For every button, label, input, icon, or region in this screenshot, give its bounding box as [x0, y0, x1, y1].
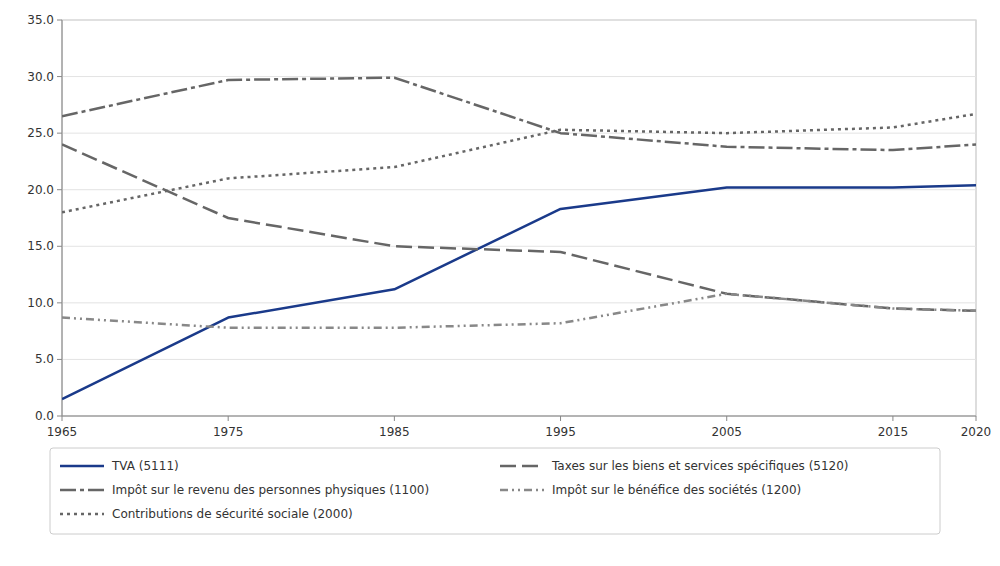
tick-label: 1965: [47, 425, 78, 439]
tick-label: 5.0: [35, 352, 54, 366]
grid-line: [62, 76, 976, 77]
tick-mark: [57, 302, 62, 303]
series-line: [62, 114, 976, 212]
tick-mark: [57, 359, 62, 360]
grid-line: [62, 189, 976, 190]
tick-label: 2020: [961, 425, 992, 439]
grid-line: [62, 20, 976, 21]
series-line: [62, 294, 976, 328]
tick-mark: [394, 416, 395, 421]
tick-label: 1975: [213, 425, 244, 439]
x-axis: [62, 416, 976, 417]
legend-swatch: [60, 513, 104, 516]
grid-line: [62, 246, 976, 247]
legend-box: [50, 448, 940, 534]
grid-line: [62, 359, 976, 360]
series-group: [62, 78, 976, 399]
grid-line: [62, 416, 976, 417]
tick-mark: [57, 76, 62, 77]
legend-label: Contributions de sécurité sociale (2000): [112, 507, 353, 521]
tick-mark: [57, 133, 62, 134]
series-line: [62, 185, 976, 399]
tick-label: 0.0: [35, 409, 54, 423]
tick-label: 15.0: [27, 239, 54, 253]
tick-mark: [560, 416, 561, 421]
tick-label: 10.0: [27, 296, 54, 310]
tick-mark: [57, 246, 62, 247]
legend-swatch: [500, 489, 544, 492]
legend-swatch: [500, 465, 544, 468]
tick-label: 2015: [878, 425, 909, 439]
tick-mark: [57, 20, 62, 21]
chart: 0.0 5.0 10.0 15.0 20.0 25.0 30.0 35.0 1965 1975 19…: [0, 0, 1000, 566]
tick-label: 1985: [379, 425, 410, 439]
legend: TVA (5111) Taxes sur les biens et service…: [50, 448, 940, 534]
tick-mark: [57, 416, 62, 417]
tick-label: 2005: [711, 425, 742, 439]
tick-mark: [62, 416, 63, 421]
plot-area: [62, 20, 976, 416]
tick-label: 1995: [545, 425, 576, 439]
tick-mark: [57, 189, 62, 190]
series-line: [62, 144, 976, 310]
grid-line: [62, 133, 976, 134]
tick-label: 35.0: [27, 13, 54, 27]
tick-label: 30.0: [27, 70, 54, 84]
tick-mark: [726, 416, 727, 421]
legend-label: Taxes sur les biens et services spécifiq…: [551, 459, 849, 473]
tick-label: 20.0: [27, 183, 54, 197]
legend-label: TVA (5111): [111, 459, 179, 473]
legend-swatch: [60, 465, 104, 468]
legend-label: Impôt sur le revenu des personnes physiq…: [112, 483, 429, 497]
tick-mark: [976, 416, 977, 421]
tick-label: 25.0: [27, 126, 54, 140]
y-axis: [62, 20, 63, 416]
legend-swatch: [60, 489, 104, 492]
tick-mark: [892, 416, 893, 421]
legend-label: Impôt sur le bénéfice des sociétés (1200…: [552, 483, 801, 497]
tick-mark: [228, 416, 229, 421]
